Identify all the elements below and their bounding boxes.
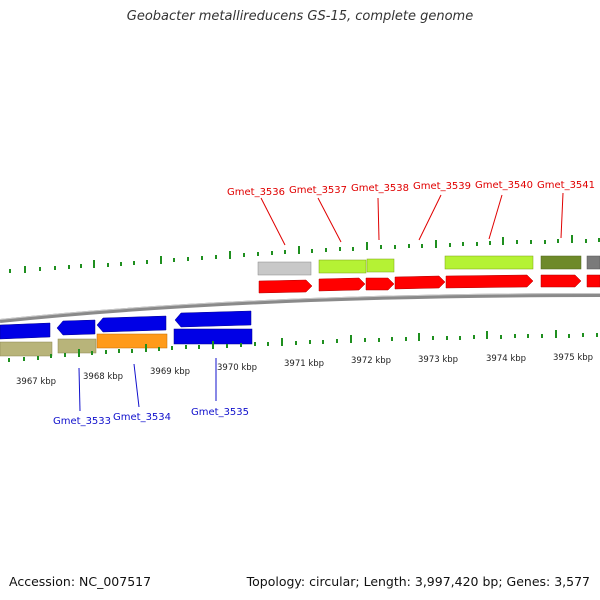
- gene-label-gmet-3539[interactable]: Gmet_3539: [413, 181, 471, 192]
- scale-label-3970: 3970 kbp: [217, 363, 257, 373]
- reverse-gene-row: [0, 310, 253, 345]
- category-box: [586, 255, 600, 270]
- category-box: [257, 261, 312, 276]
- gene-arrow-gmet-3540[interactable]: [445, 274, 534, 289]
- scale-label-3968: 3968 kbp: [83, 372, 123, 382]
- scale-label-3974: 3974 kbp: [486, 354, 526, 364]
- scale-labels: 3967 kbp 3968 kbp 3969 kbp 3970 kbp 3971…: [16, 353, 593, 387]
- gene-label-gmet-3536[interactable]: Gmet_3536: [227, 187, 285, 198]
- forward-gene-row: [258, 274, 600, 294]
- category-box: [318, 259, 367, 274]
- gene-label-gmet-3540[interactable]: Gmet_3540: [475, 180, 533, 191]
- scale-label-3969: 3969 kbp: [150, 367, 190, 377]
- accession-text: Accession: NC_007517: [9, 574, 152, 589]
- scale-label-3975: 3975 kbp: [553, 353, 593, 363]
- genome-backbone: [0, 293, 600, 323]
- genome-summary-text: Topology: circular; Length: 3,997,420 bp…: [246, 574, 590, 589]
- gene-label-gmet-3533[interactable]: Gmet_3533: [53, 416, 111, 427]
- gene-arrow-gmet-3539[interactable]: [394, 275, 446, 290]
- scale-label-3973: 3973 kbp: [418, 355, 458, 365]
- reverse-labels: Gmet_3533 Gmet_3534 Gmet_3535: [53, 407, 249, 427]
- gene-arrow-gmet-3541[interactable]: [540, 274, 582, 288]
- gene-label-gmet-3537[interactable]: Gmet_3537: [289, 185, 347, 196]
- outer-tick-row: [9, 235, 600, 273]
- scale-label-3971: 3971 kbp: [284, 359, 324, 369]
- category-box: [540, 255, 582, 270]
- forward-label-lines: [260, 192, 564, 246]
- gene-arrow-gmet-3537[interactable]: [318, 277, 366, 292]
- scale-label-3972: 3972 kbp: [351, 356, 391, 366]
- gene-label-gmet-3535[interactable]: Gmet_3535: [191, 407, 249, 418]
- category-box: [57, 338, 97, 354]
- gene-arrow-gmet-3534[interactable]: [96, 315, 167, 333]
- category-box: [366, 258, 395, 273]
- category-box: [96, 333, 168, 349]
- category-box: [0, 341, 53, 357]
- gene-arrow-gmet-3536[interactable]: [258, 279, 313, 294]
- gene-label-gmet-3538[interactable]: Gmet_3538: [351, 183, 409, 194]
- category-box: [444, 255, 534, 270]
- forward-category-row: [257, 255, 600, 276]
- gene-label-gmet-3541[interactable]: Gmet_3541: [537, 180, 595, 191]
- gene-arrow-gmet-3538[interactable]: [365, 277, 395, 291]
- scale-label-3967: 3967 kbp: [16, 377, 56, 387]
- reverse-category-row: [0, 333, 168, 357]
- gene-arrow[interactable]: [586, 274, 600, 288]
- gene-arrow[interactable]: [56, 319, 96, 336]
- reverse-label-lines: [78, 358, 217, 412]
- gene-arrow-gmet-3533[interactable]: [0, 322, 51, 340]
- gene-label-gmet-3534[interactable]: Gmet_3534: [113, 412, 171, 423]
- gene-arrow-gmet-3535[interactable]: [174, 310, 252, 328]
- forward-labels: Gmet_3536 Gmet_3537 Gmet_3538 Gmet_3539 …: [227, 180, 595, 198]
- inner-tick-row: [8, 330, 598, 362]
- map-title: Geobacter metallireducens GS-15, complet…: [126, 9, 474, 24]
